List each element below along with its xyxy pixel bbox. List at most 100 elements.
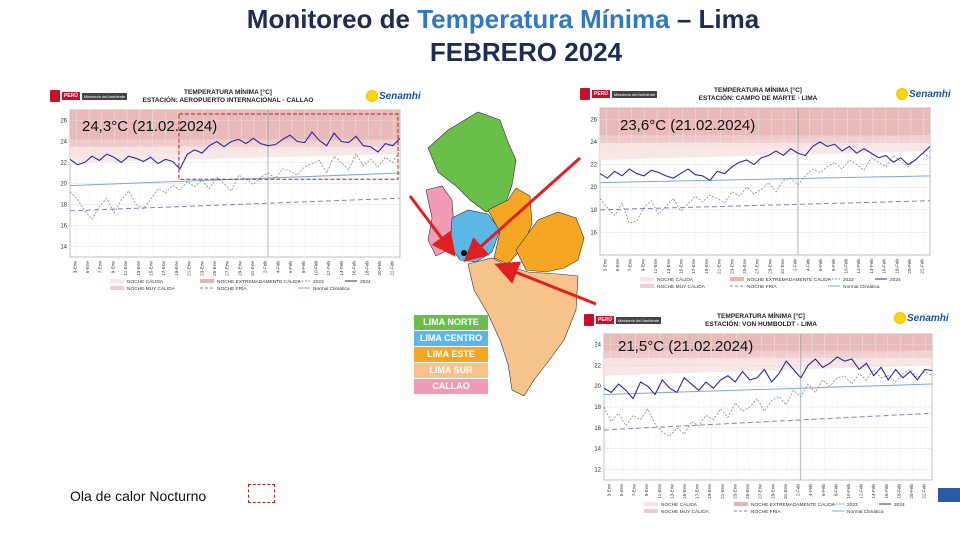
x-tick-label: 29-Ene [770, 484, 775, 499]
x-tick-label: 22-Feb [920, 259, 925, 274]
page-title: Monitoreo de Temperatura Mínima – Lima [0, 4, 960, 35]
legend-2023-label: 2023 [843, 277, 854, 283]
x-tick-label: 27-Ene [758, 484, 763, 499]
legend-cold-label: NOCHE FRÍA [751, 508, 781, 515]
legend-extreme-swatch [730, 277, 744, 281]
map-legend-item-lima-este: LIMA ESTE [414, 347, 488, 362]
chart-svg: TEMPERATURA MÍNIMA [°C]ESTACIÓN: AEROPUE… [60, 87, 401, 292]
y-tick-label: 18 [590, 208, 597, 214]
x-tick-label: 9-Ene [644, 484, 649, 497]
x-tick-label: 16-Feb [352, 261, 357, 276]
x-tick-label: 17-Ene [161, 261, 166, 276]
y-tick-label: 16 [590, 230, 597, 236]
x-tick-label: 10-Feb [846, 484, 851, 499]
peru-label: PERÚ [596, 316, 614, 324]
peru-label: PERÚ [62, 92, 80, 100]
x-tick-label: 29-Ene [237, 261, 242, 276]
x-tick-label: 2-Feb [793, 259, 798, 271]
ministry-label: Ministerio del Ambiente [611, 90, 658, 98]
x-tick-label: 2-Feb [263, 261, 268, 273]
x-tick-label: 23-Ene [732, 484, 737, 499]
chart-subtitle: ESTACIÓN: VON HUMBOLDT - LIMA [705, 319, 817, 328]
map-legend-item-lima-norte: LIMA NORTE [414, 315, 488, 330]
y-tick-label: 22 [590, 163, 597, 169]
sun-icon [366, 90, 378, 102]
station-marker-von-humboldt [501, 267, 507, 273]
x-tick-label: 8-Feb [301, 261, 306, 273]
legend-very-warm-swatch [644, 509, 658, 513]
x-tick-label: 15-Ene [679, 259, 684, 274]
x-tick-label: 25-Ene [212, 261, 217, 276]
x-tick-label: 6-Feb [821, 484, 826, 496]
x-tick-label: 4-Feb [275, 261, 280, 273]
chart-title: TEMPERATURA MÍNIMA [°C] [184, 87, 272, 96]
y-tick-label: 16 [594, 426, 601, 432]
legend-warm-label: NOCHE CÁLIDA [657, 276, 694, 283]
x-tick-label: 7-Ene [98, 261, 103, 274]
y-tick-label: 12 [594, 468, 601, 474]
y-tick-label: 22 [60, 161, 67, 167]
corner-tab [938, 488, 960, 502]
x-tick-label: 22-Feb [390, 261, 395, 276]
x-tick-label: 9-Ene [640, 259, 645, 272]
y-tick-label: 16 [60, 224, 67, 230]
legend-very-warm-label: NOCHE MUY CÁLIDA [657, 283, 706, 290]
x-tick-label: 13-Ene [666, 259, 671, 274]
annotation-value: 23,6°C (21.02.2024) [620, 117, 756, 134]
legend-warm-swatch [644, 502, 658, 506]
map-legend-item-callao: CALLAO [414, 379, 488, 394]
legend-warm-swatch [640, 277, 654, 281]
x-tick-label: 21-Ene [717, 259, 722, 274]
cold-line [603, 412, 933, 431]
legend-2024-label: 2024 [360, 279, 371, 285]
series-2024-line [69, 131, 401, 170]
y-tick-label: 24 [590, 140, 597, 146]
y-tick-label: 26 [590, 117, 597, 123]
title-suffix: – Lima [669, 4, 760, 34]
legend-warm-swatch [110, 279, 124, 283]
legend-very-warm-label: NOCHE MUY CÁLIDA [661, 508, 710, 515]
legend-cold-label: NOCHE FRÍA [217, 285, 247, 292]
x-tick-label: 27-Ene [225, 261, 230, 276]
y-tick-label: 14 [594, 447, 601, 453]
x-tick-label: 7-Ene [632, 484, 637, 497]
peru-logo: PERÚ Ministerio del Ambiente [584, 314, 662, 326]
ministry-label: Ministerio del Ambiente [81, 92, 128, 100]
station-marker-campo-de-marte [461, 250, 467, 256]
x-tick-label: 5-Ene [85, 261, 90, 274]
chart-subtitle: ESTACIÓN: CAMPO DE MARTE - LIMA [699, 93, 818, 102]
legend-extreme-label: NOCHE EXTREMADAMENTE CÁLIDA [747, 276, 832, 283]
legend-warm-label: NOCHE CÁLIDA [127, 278, 164, 285]
x-tick-label: 18-Feb [896, 484, 901, 499]
chart-title: TEMPERATURA MÍNIMA [°C] [714, 85, 802, 94]
y-tick-label: 18 [594, 405, 601, 411]
x-tick-label: 11-Ene [653, 259, 658, 274]
cold-line [599, 200, 931, 211]
legend-2024-label: 2024 [890, 277, 901, 283]
x-tick-label: 25-Ene [745, 484, 750, 499]
y-tick-label: 14 [60, 245, 67, 251]
x-tick-label: 19-Ene [704, 259, 709, 274]
y-tick-label: 20 [594, 384, 601, 390]
x-tick-label: 5-Ene [615, 259, 620, 272]
y-tick-label: 18 [60, 203, 67, 209]
legend-normal-label: Normal Climática [847, 509, 884, 515]
legend-cold-label: NOCHE FRÍA [747, 283, 777, 290]
x-tick-label: 9-Ene [110, 261, 115, 274]
chart-svg: TEMPERATURA MÍNIMA [°C]ESTACIÓN: VON HUM… [594, 311, 933, 515]
sun-icon [896, 88, 908, 100]
x-tick-label: 12-Feb [859, 484, 864, 499]
x-tick-label: 11-Ene [657, 484, 662, 499]
x-tick-label: 7-Ene [628, 259, 633, 272]
x-tick-label: 21-Ene [187, 261, 192, 276]
senamhi-label: Senamhi [909, 88, 951, 100]
chart-title: TEMPERATURA MÍNIMA [°C] [717, 311, 805, 320]
heatwave-legend-box [248, 484, 275, 503]
y-tick-label: 22 [594, 363, 601, 369]
x-tick-label: 20-Feb [909, 484, 914, 499]
senamhi-logo: Senamhi [894, 312, 949, 324]
x-tick-label: 19-Ene [174, 261, 179, 276]
legend-extreme-label: NOCHE EXTREMADAMENTE CÁLIDA [217, 278, 302, 285]
x-tick-label: 31-Ene [250, 261, 255, 276]
y-tick-label: 20 [590, 185, 597, 191]
